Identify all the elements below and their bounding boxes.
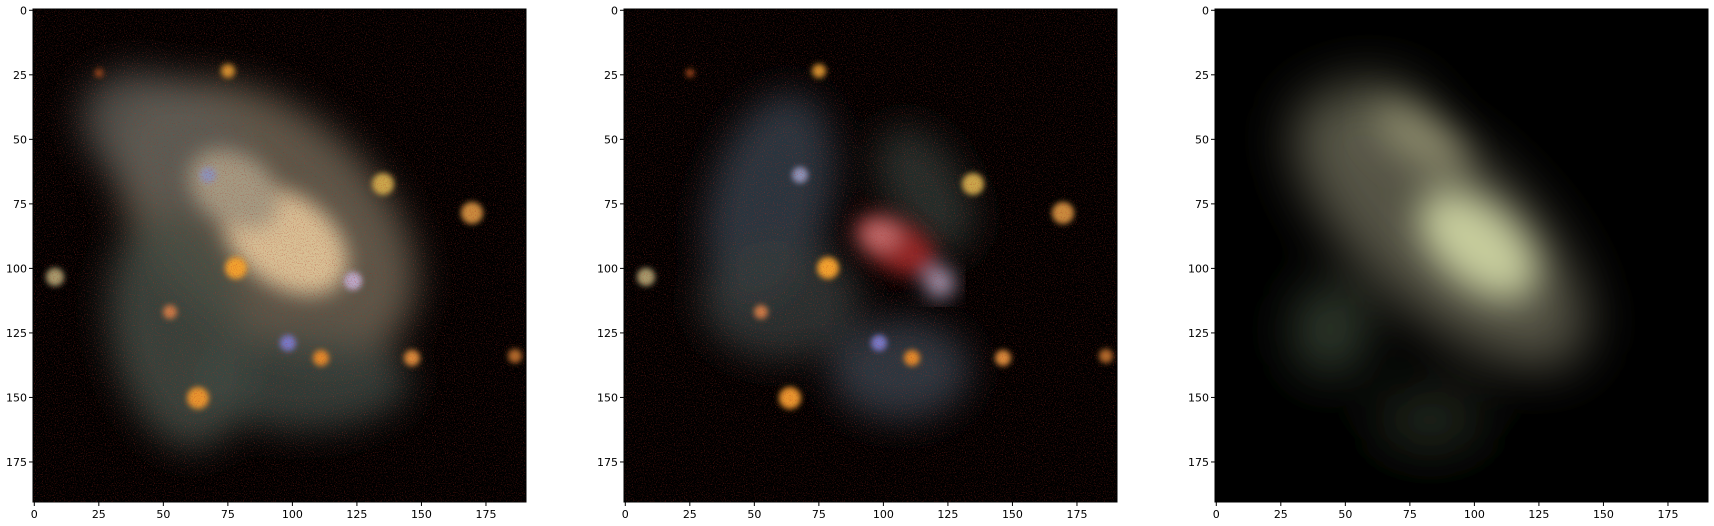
y-tick-label: 125 xyxy=(6,327,27,340)
y-tick-label: 25 xyxy=(13,69,27,82)
y-tick-label: 50 xyxy=(1195,133,1209,146)
x-tick-label: 75 xyxy=(812,508,826,521)
y-tick-label: 75 xyxy=(13,198,27,211)
y-tick-label: 75 xyxy=(1195,198,1209,211)
x-tick-label: 25 xyxy=(683,508,697,521)
axes-frame xyxy=(32,8,527,503)
x-tick-label: 50 xyxy=(747,508,761,521)
x-tick-label: 100 xyxy=(873,508,894,521)
y-tick-label: 100 xyxy=(6,262,27,275)
x-tick-label: 25 xyxy=(92,508,106,521)
x-tick-label: 175 xyxy=(1066,508,1087,521)
x-tick-label: 150 xyxy=(1002,508,1023,521)
y-tick-label: 50 xyxy=(13,133,27,146)
x-tick-label: 175 xyxy=(475,508,496,521)
panel-residual: 0 25 50 75 100 125 150 175 0 25 50 75 100 125 150 175 xyxy=(597,4,1118,521)
x-tick-label: 150 xyxy=(1593,508,1614,521)
axes-frame xyxy=(623,8,1118,503)
x-tick-label: 25 xyxy=(1274,508,1288,521)
x-tick-label: 75 xyxy=(221,508,235,521)
x-tick-label: 100 xyxy=(282,508,303,521)
y-tick-label: 0 xyxy=(1202,4,1209,17)
y-tick-label: 150 xyxy=(597,391,618,404)
y-tick-label: 125 xyxy=(597,327,618,340)
x-tick-label: 75 xyxy=(1403,508,1417,521)
y-tick-label: 175 xyxy=(597,456,618,469)
y-tick-label: 150 xyxy=(6,391,27,404)
panel-original: 0 25 50 75 100 125 150 175 0 25 50 75 100 125 150 175 xyxy=(6,4,527,521)
x-tick-label: 100 xyxy=(1464,508,1485,521)
y-tick-label: 100 xyxy=(1188,262,1209,275)
x-tick-label: 175 xyxy=(1657,508,1678,521)
y-tick-label: 25 xyxy=(1195,69,1209,82)
y-tick-label: 50 xyxy=(604,133,618,146)
y-tick-label: 0 xyxy=(611,4,618,17)
y-tick-label: 100 xyxy=(597,262,618,275)
x-tick-label: 125 xyxy=(937,508,958,521)
y-tick-label: 75 xyxy=(604,198,618,211)
x-tick-label: 50 xyxy=(1338,508,1352,521)
y-tick-label: 175 xyxy=(1188,456,1209,469)
axes-frame xyxy=(1214,8,1709,503)
y-tick-label: 175 xyxy=(6,456,27,469)
y-tick-label: 125 xyxy=(1188,327,1209,340)
x-tick-label: 150 xyxy=(411,508,432,521)
y-tick-label: 150 xyxy=(1188,391,1209,404)
x-tick-label: 125 xyxy=(346,508,367,521)
x-tick-label: 0 xyxy=(1213,508,1220,521)
x-tick-label: 0 xyxy=(31,508,38,521)
y-tick-label: 0 xyxy=(20,4,27,17)
y-tick-label: 25 xyxy=(604,69,618,82)
x-tick-label: 0 xyxy=(622,508,629,521)
x-tick-label: 50 xyxy=(156,508,170,521)
panel-model: 0 25 50 75 100 125 150 175 0 25 50 75 100 125 150 175 xyxy=(1188,4,1709,521)
x-tick-label: 125 xyxy=(1528,508,1549,521)
